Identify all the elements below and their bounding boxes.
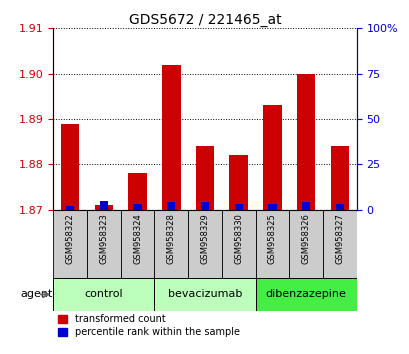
FancyBboxPatch shape <box>188 210 221 278</box>
Text: GSM958323: GSM958323 <box>99 213 108 264</box>
Text: GSM958324: GSM958324 <box>133 213 142 264</box>
Bar <box>335 204 343 210</box>
FancyBboxPatch shape <box>322 210 356 278</box>
Text: GSM958325: GSM958325 <box>267 213 276 264</box>
FancyBboxPatch shape <box>289 210 322 278</box>
Text: GSM958328: GSM958328 <box>166 213 175 264</box>
Title: GDS5672 / 221465_at: GDS5672 / 221465_at <box>128 13 281 27</box>
Text: GSM958327: GSM958327 <box>335 213 344 264</box>
Bar <box>229 155 247 210</box>
Text: dibenzazepine: dibenzazepine <box>265 290 346 299</box>
Bar <box>330 146 348 210</box>
FancyBboxPatch shape <box>154 278 255 311</box>
Bar <box>133 204 142 210</box>
Bar <box>61 124 79 210</box>
Bar <box>66 206 74 210</box>
Bar <box>200 202 209 210</box>
Text: agent: agent <box>20 290 52 299</box>
Bar <box>267 204 276 210</box>
Bar <box>296 74 315 210</box>
FancyBboxPatch shape <box>221 210 255 278</box>
Text: GSM958329: GSM958329 <box>200 213 209 264</box>
Bar <box>99 201 108 210</box>
FancyBboxPatch shape <box>87 210 120 278</box>
FancyBboxPatch shape <box>53 278 154 311</box>
Bar <box>162 64 180 210</box>
FancyBboxPatch shape <box>53 210 87 278</box>
Legend: transformed count, percentile rank within the sample: transformed count, percentile rank withi… <box>58 314 239 337</box>
Text: GSM958326: GSM958326 <box>301 213 310 264</box>
Text: bevacizumab: bevacizumab <box>167 290 242 299</box>
Text: control: control <box>84 290 123 299</box>
FancyBboxPatch shape <box>255 278 356 311</box>
FancyBboxPatch shape <box>120 210 154 278</box>
Text: GSM958330: GSM958330 <box>234 213 243 264</box>
Bar <box>234 204 242 210</box>
Text: GSM958322: GSM958322 <box>65 213 74 264</box>
Bar <box>128 173 146 210</box>
Bar <box>301 202 310 210</box>
Bar <box>195 146 214 210</box>
Bar <box>167 202 175 210</box>
FancyBboxPatch shape <box>154 210 188 278</box>
FancyBboxPatch shape <box>255 210 289 278</box>
Bar <box>263 105 281 210</box>
Bar <box>94 205 113 210</box>
